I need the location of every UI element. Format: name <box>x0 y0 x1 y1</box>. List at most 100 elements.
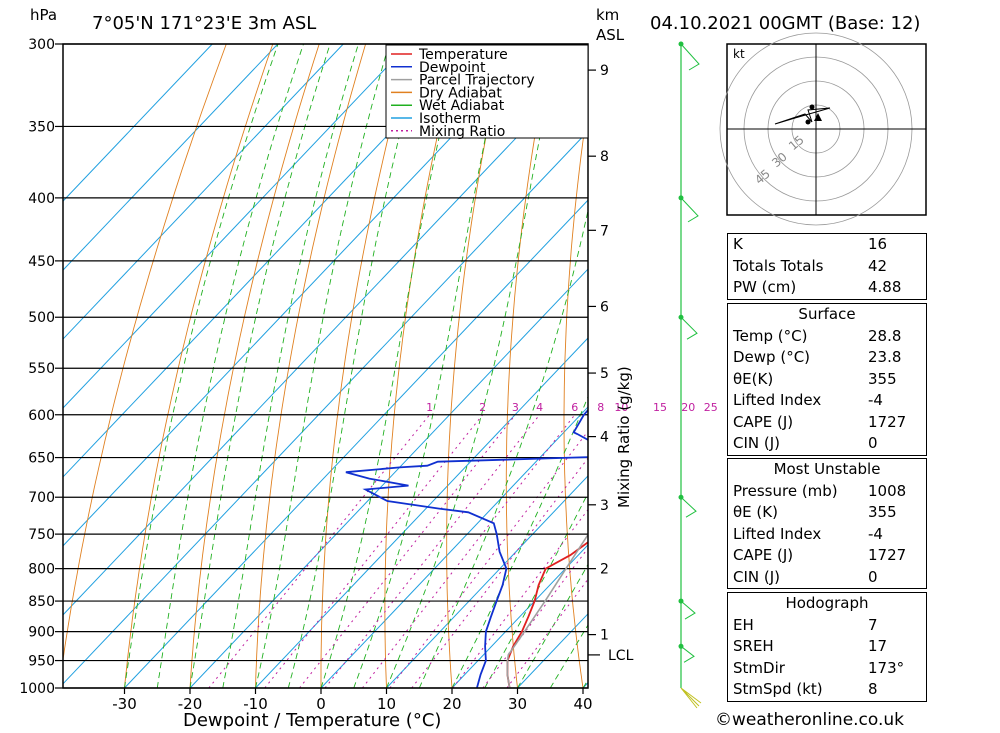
stat-value: 16 <box>868 235 888 253</box>
temperature-tick-label: -30 <box>112 695 137 713</box>
isotherm-line <box>124 199 588 688</box>
datetime-label: 04.10.2021 00GMT (Base: 12) <box>650 13 920 34</box>
hodograph-point <box>805 119 811 125</box>
stat-value: 1008 <box>868 481 907 500</box>
pressure-tick-label: 350 <box>28 119 55 135</box>
mixing-ratio-label: 4 <box>536 401 543 414</box>
stat-key: Lifted Index <box>733 524 822 543</box>
dry-adiabat-line <box>923 44 1000 688</box>
km-tick-label: 5 <box>600 366 609 382</box>
wind-profile <box>678 41 702 709</box>
parcel-trajectory <box>506 533 588 688</box>
most-unstable-values: Pressure (mb) 1008 θE (K) 355 Lifted Index -4… <box>728 481 926 589</box>
stat-value: 8 <box>868 680 878 698</box>
km-tick-label: 3 <box>600 498 609 514</box>
legend-label: Parcel Trajectory <box>419 73 535 89</box>
temperature-tick-label: 20 <box>442 695 461 713</box>
legend-label: Wet Adiabat <box>419 98 505 114</box>
stat-key: StmDir <box>733 658 785 677</box>
stat-row: Totals Totals 42 <box>728 256 926 278</box>
stat-row: StmSpd (kt) 8 <box>728 679 926 701</box>
pressure-tick-label: 550 <box>28 361 55 377</box>
asl-label: ASL <box>596 26 625 44</box>
stat-key: Temp (°C) <box>733 326 808 345</box>
temperature-profile <box>506 541 588 688</box>
temperature-tick-label: -20 <box>178 695 203 713</box>
stat-row: CIN (J) 0 <box>728 433 926 455</box>
stat-value: 23.8 <box>868 348 902 366</box>
stat-row: K 16 <box>728 234 926 256</box>
mixing-ratio-label: 2 <box>479 401 486 414</box>
mixing-ratio-label: 6 <box>571 401 578 414</box>
km-label: km <box>596 6 619 24</box>
pressure-tick-label: 1000 <box>19 681 55 697</box>
stat-key: K <box>733 235 743 253</box>
pressure-tick-label: 450 <box>28 254 55 270</box>
stat-value: 1727 <box>868 546 907 564</box>
stat-row: Dewp (°C) 23.8 <box>728 347 926 369</box>
km-tick-label: 1 <box>600 628 609 644</box>
stat-row: Temp (°C) 28.8 <box>728 326 926 348</box>
hodograph-point <box>809 104 815 110</box>
stat-key: SREH <box>733 637 774 655</box>
stat-value: 355 <box>868 503 897 521</box>
pressure-tick-label: 400 <box>28 191 55 207</box>
isotherm-line <box>189 268 588 688</box>
wind-barb <box>680 496 697 518</box>
mixing-ratio-label: 20 <box>681 401 695 414</box>
wind-barb-surface <box>680 687 702 709</box>
stat-row: CAPE (J) 1727 <box>728 412 926 434</box>
stat-row: θE(K) 355 <box>728 369 926 391</box>
most-unstable-title: Most Unstable <box>773 460 881 478</box>
km-tick-label: 2 <box>600 562 609 578</box>
stat-row: StmDir 173° <box>728 658 926 680</box>
wind-barb <box>680 316 698 340</box>
storm-motion-marker <box>814 113 822 121</box>
pressure-tick-label: 950 <box>28 654 55 670</box>
mixing-ratio-label: 25 <box>704 401 718 414</box>
pressure-tick-label: 850 <box>28 594 55 610</box>
hodograph-table: Hodograph EH 7 SREH 17 StmDir 173° StmSpd (kt)… <box>727 592 927 702</box>
pressure-tick-label: 700 <box>28 490 55 506</box>
wind-barb <box>680 43 700 71</box>
copyright-footer[interactable]: ©weatheronline.co.uk <box>715 710 905 730</box>
pressure-tick-label: 500 <box>28 310 55 326</box>
general-indices: K 16 Totals Totals 42 PW (cm) 4.88 <box>728 234 926 299</box>
stat-value: -4 <box>868 524 883 543</box>
legend-box <box>385 44 589 139</box>
x-axis-title: Dewpoint / Temperature (°C) <box>183 710 441 731</box>
stat-value: 7 <box>868 615 878 634</box>
pressure-tick-label: 600 <box>28 408 55 424</box>
stat-row: Lifted Index -4 <box>728 390 926 412</box>
legend-label: Mixing Ratio <box>419 124 505 140</box>
location-title: 7°05'N 171°23'E 3m ASL <box>92 13 316 34</box>
pressure-unit-label: hPa <box>30 6 57 24</box>
stat-key: CAPE (J) <box>733 546 794 564</box>
temperature-tick-label: -10 <box>243 695 268 713</box>
mixing-ratio-line <box>208 414 430 688</box>
hodograph-title: Hodograph <box>785 594 869 612</box>
hodograph-trace <box>774 107 831 125</box>
stat-row: SREH 17 <box>728 636 926 658</box>
stat-value: 17 <box>868 637 888 655</box>
km-tick-label: 7 <box>600 223 609 239</box>
pressure-tick-label: 750 <box>28 527 55 543</box>
stat-key: CIN (J) <box>733 434 781 452</box>
dry-adiabat-line <box>969 44 1000 688</box>
stat-value: -4 <box>868 391 883 409</box>
mixing-ratio-label: 3 <box>512 401 519 414</box>
mixing-ratio-label: 15 <box>653 401 667 414</box>
mixing-ratio-axis-title: Mixing Ratio (g/kg) <box>615 366 633 508</box>
stat-value: 4.88 <box>868 278 902 296</box>
stat-value: 28.8 <box>868 326 902 345</box>
pressure-tick-label: 900 <box>28 625 55 641</box>
temperature-tick-label: 10 <box>377 695 396 713</box>
wind-barb <box>680 197 699 223</box>
stat-row: EH 7 <box>728 615 926 637</box>
mixing-ratio-label: 8 <box>597 401 604 414</box>
mixing-ratio-label: 10 <box>614 401 628 414</box>
stat-key: CAPE (J) <box>733 412 794 431</box>
stat-row: Pressure (mb) 1008 <box>728 481 926 503</box>
